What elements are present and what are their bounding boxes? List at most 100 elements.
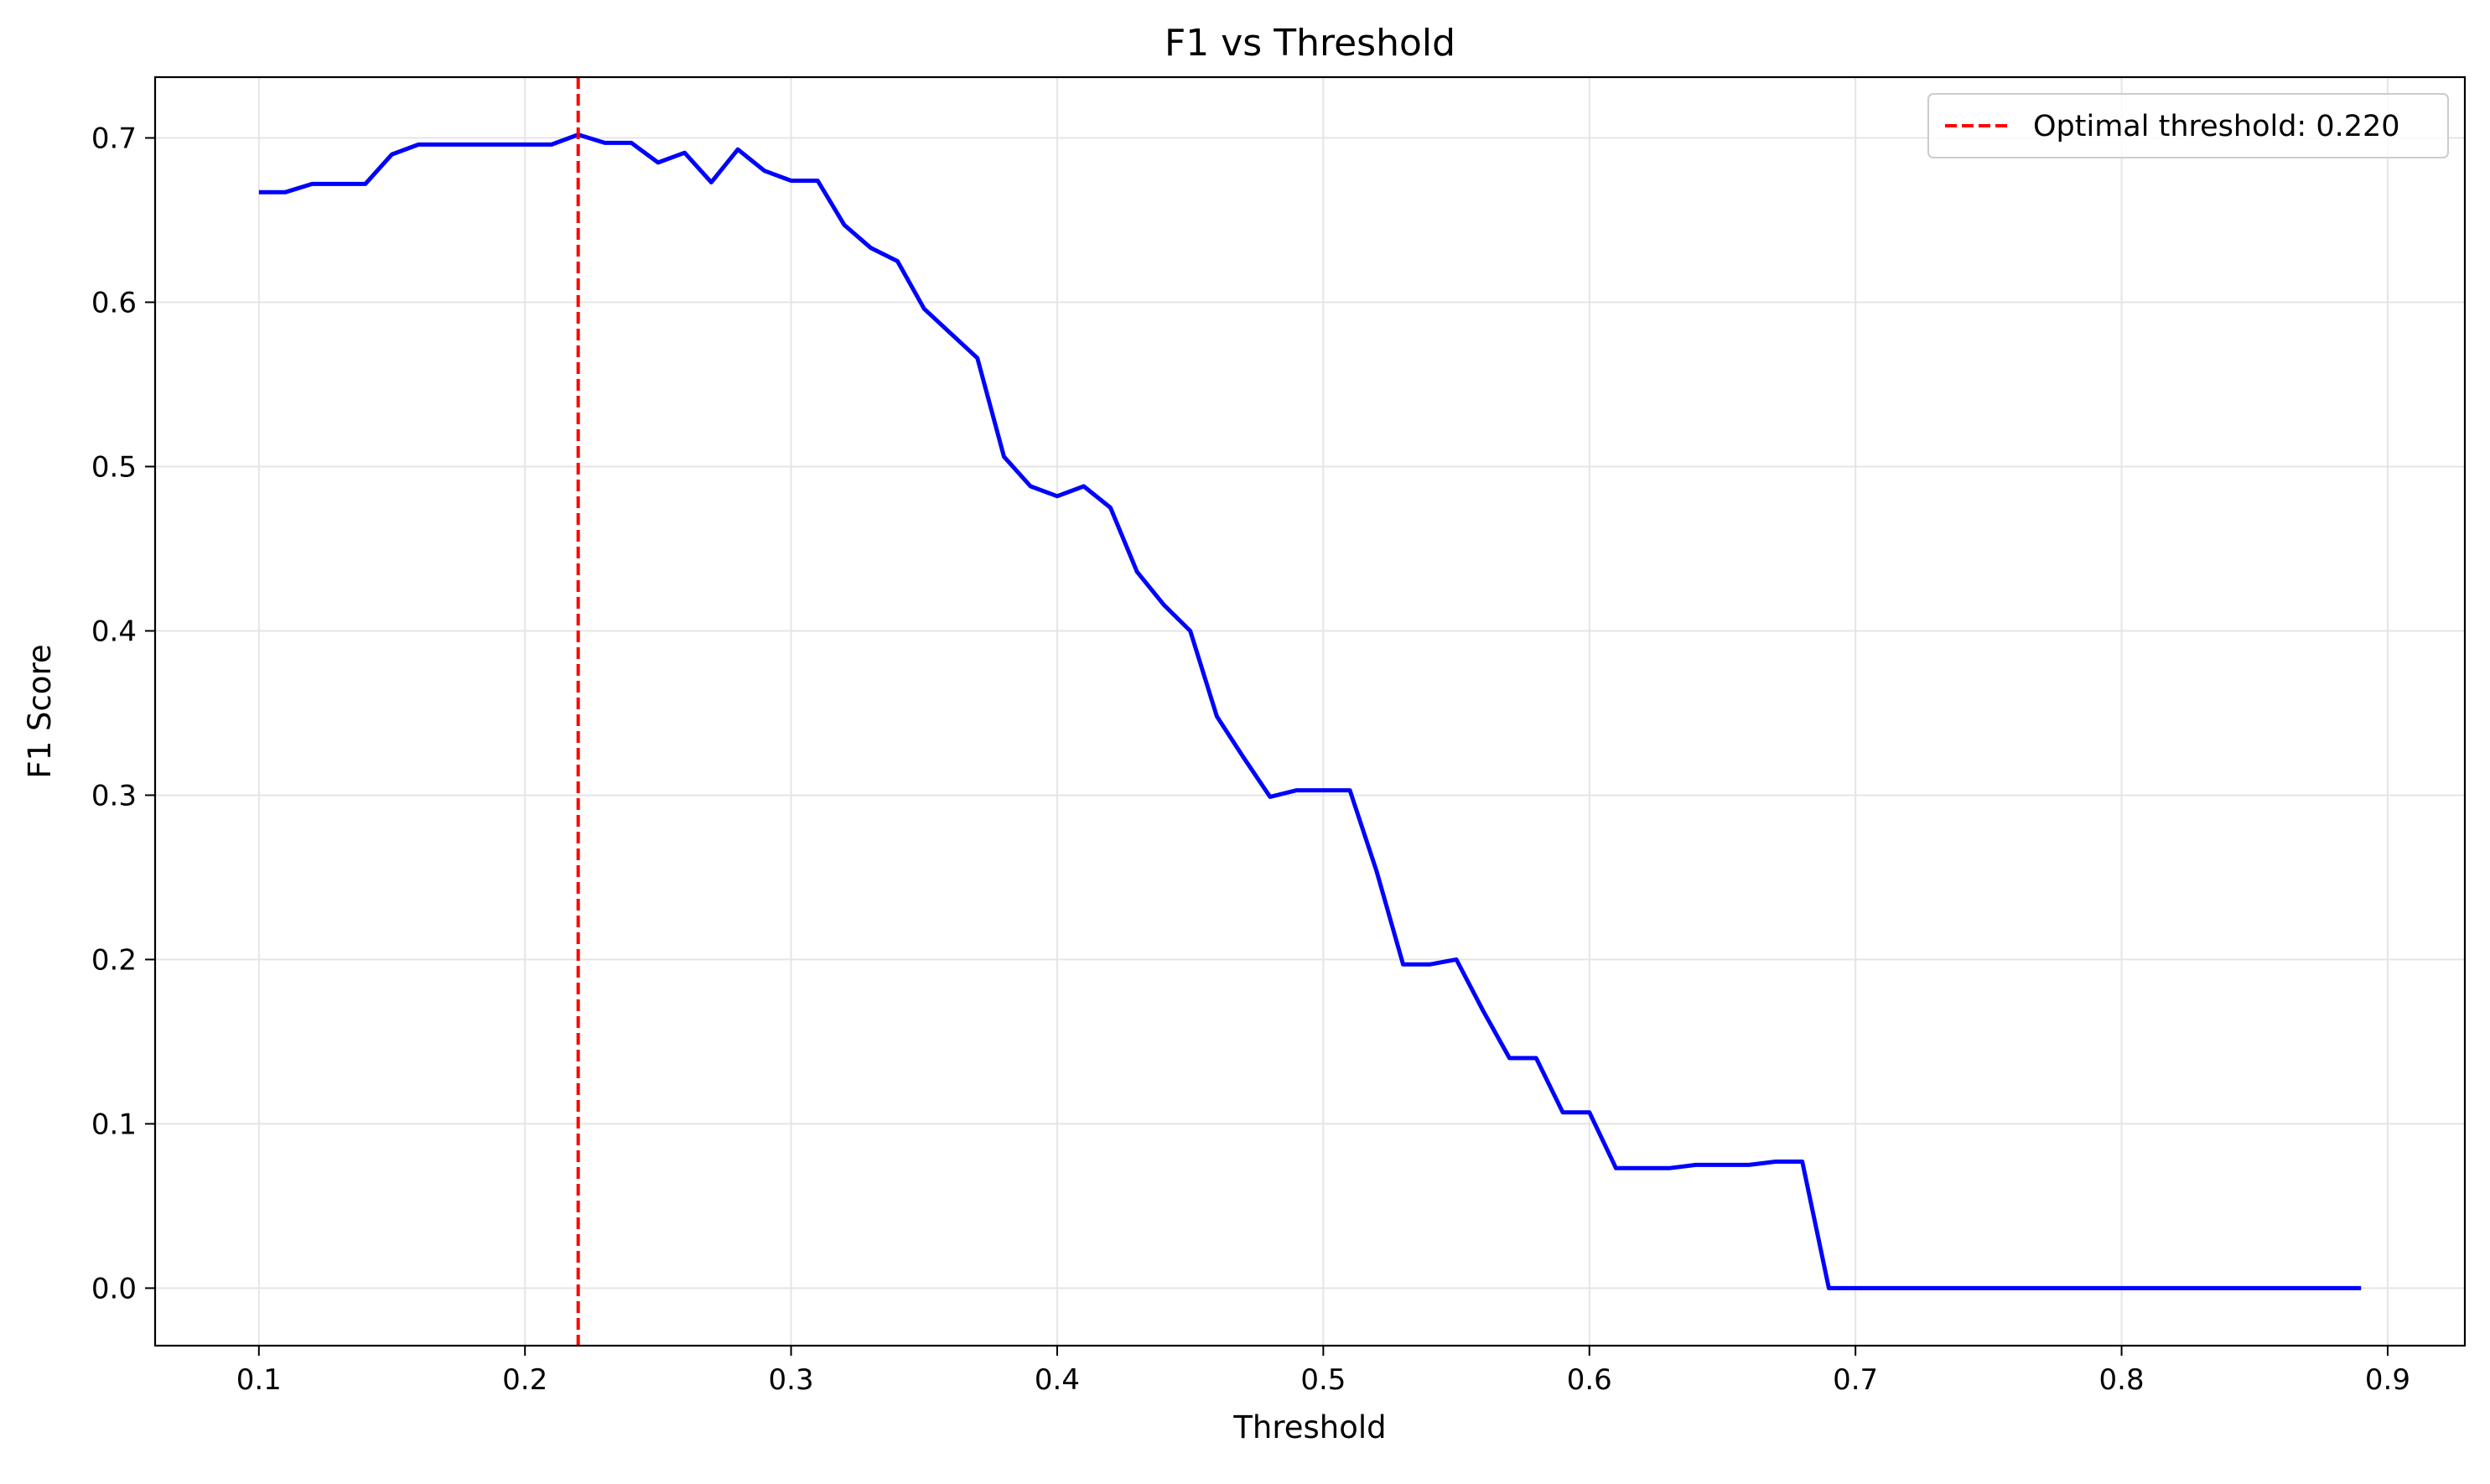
f1-data-point	[1773, 1160, 1777, 1164]
f1-data-point	[789, 179, 793, 183]
f1-data-point	[603, 141, 607, 145]
f1-data-point	[1933, 1286, 1938, 1290]
f1-data-point	[762, 169, 766, 173]
f1-data-point	[1428, 963, 1432, 967]
f1-data-point	[337, 182, 341, 186]
f1-data-point	[283, 190, 288, 195]
f1-data-point	[1507, 1056, 1512, 1061]
legend-box	[1927, 93, 2449, 158]
f1-data-point	[1348, 788, 1352, 792]
f1-data-point	[1401, 963, 1405, 967]
f1-data-point	[1294, 788, 1299, 792]
legend-label: Optimal threshold: 0.220	[2033, 110, 2400, 143]
f1-data-point	[2306, 1286, 2310, 1290]
f1-data-point	[1720, 1163, 1725, 1167]
chart-title: F1 vs Threshold	[1165, 22, 1455, 65]
f1-data-point	[1082, 485, 1086, 489]
f1-data-point	[1135, 569, 1139, 573]
f1-data-point	[1694, 1163, 1698, 1167]
f1-data-point	[549, 143, 553, 147]
f1-data-point	[1561, 1110, 1565, 1114]
f1-data-point	[2253, 1286, 2257, 1290]
f1-data-point	[2280, 1286, 2284, 1290]
x-tick-label: 0.4	[1035, 1363, 1080, 1397]
y-axis: 0.0 0.1 0.2 0.3 0.4 0.5 0.6 0.7	[91, 122, 155, 1305]
f1-data-point	[257, 190, 261, 195]
y-tick-label: 0.6	[91, 286, 137, 319]
f1-data-point	[736, 148, 740, 152]
grid	[155, 77, 2465, 1346]
f1-data-point	[469, 143, 474, 147]
x-tick-label: 0.5	[1300, 1363, 1346, 1397]
f1-data-point	[1668, 1166, 1672, 1170]
x-tick-label: 0.2	[502, 1363, 547, 1397]
f1-data-point	[869, 246, 873, 250]
legend: Optimal threshold: 0.220	[1927, 93, 2449, 158]
f1-data-point	[1481, 1009, 1485, 1013]
f1-data-point	[2013, 1286, 2017, 1290]
x-tick-label: 0.3	[769, 1363, 814, 1397]
x-tick-label: 0.9	[2365, 1363, 2410, 1397]
f1-data-point	[2173, 1286, 2177, 1290]
f1-data-point	[2146, 1286, 2150, 1290]
y-tick-label: 0.1	[91, 1108, 137, 1141]
f1-data-point	[1827, 1286, 1831, 1290]
f1-data-point	[949, 331, 953, 335]
plot-frame	[153, 75, 2467, 1347]
f1-data-point	[1986, 1286, 1990, 1290]
x-tick-label: 0.7	[1833, 1363, 1878, 1397]
f1-data-point	[363, 182, 367, 186]
f1-data-point	[1056, 494, 1060, 498]
f1-data-point	[2119, 1286, 2124, 1290]
f1-data-point	[1215, 714, 1219, 719]
f1-data-point	[1455, 957, 1459, 962]
f1-data-point	[630, 141, 634, 145]
f1-data-point	[1321, 788, 1325, 792]
f1-data-point	[656, 160, 660, 164]
f1-line-series	[258, 132, 2362, 1290]
f1-data-point	[1906, 1286, 1911, 1290]
y-tick-label: 0.4	[91, 615, 137, 648]
f1-data-point	[1534, 1056, 1538, 1061]
y-axis-label: F1 Score	[22, 644, 58, 778]
f1-data-point	[417, 143, 421, 147]
f1-data-point	[2359, 1286, 2363, 1290]
f1-data-point	[1188, 629, 1192, 633]
f1-data-point	[922, 307, 926, 311]
x-axis: 0.1 0.2 0.3 0.4 0.5 0.6 0.7 0.8 0.9	[236, 1346, 2410, 1397]
f1-data-point	[1747, 1163, 1751, 1167]
plot-area	[257, 77, 2363, 1346]
y-tick-label: 0.3	[91, 779, 137, 812]
f1-data-point	[390, 153, 394, 157]
f1-data-point	[682, 151, 687, 155]
f1-data-point	[1800, 1160, 1804, 1164]
f1-data-point	[1029, 485, 1033, 489]
y-tick-label: 0.5	[91, 450, 137, 484]
f1-data-point	[1242, 755, 1246, 760]
f1-data-point	[1641, 1166, 1645, 1170]
f1-data-point	[2093, 1286, 2097, 1290]
x-tick-label: 0.6	[1567, 1363, 1612, 1397]
f1-data-point	[816, 179, 820, 183]
f1-data-point	[523, 143, 527, 147]
f1-data-point	[975, 356, 979, 361]
y-tick-label: 0.7	[91, 122, 137, 156]
y-tick-label: 0.2	[91, 943, 137, 977]
f1-data-point	[895, 259, 900, 263]
f1-data-point	[1374, 869, 1378, 873]
f1-data-point	[1268, 795, 1272, 799]
f1-data-point	[2040, 1286, 2044, 1290]
f1-data-point	[444, 143, 448, 147]
f1-data-point	[843, 223, 847, 227]
x-axis-label: Threshold	[1232, 1409, 1386, 1445]
f1-data-point	[1161, 603, 1165, 607]
f1-data-point	[310, 182, 314, 186]
f1-data-point	[496, 143, 501, 147]
x-tick-label: 0.8	[2099, 1363, 2145, 1397]
f1-data-point	[1854, 1286, 1858, 1290]
f1-data-point	[1108, 506, 1113, 510]
f1-data-point	[1002, 454, 1006, 459]
